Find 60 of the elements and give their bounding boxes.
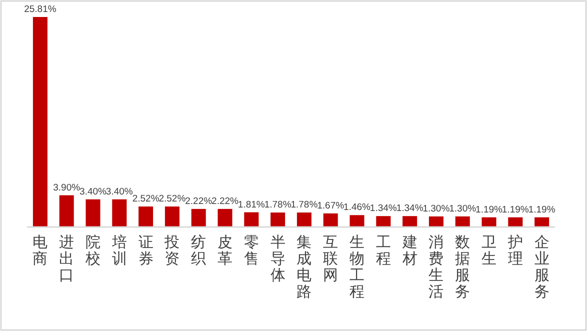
bar (218, 208, 232, 227)
x-tick-label: 皮革 (218, 233, 232, 268)
bar (350, 215, 364, 227)
bar (32, 17, 48, 227)
bar (59, 195, 74, 227)
data-label: 1.81% (238, 199, 266, 210)
bar (138, 206, 154, 227)
data-label: 3.90% (53, 182, 81, 194)
bar (402, 216, 418, 227)
data-label: 1.30% (449, 203, 477, 214)
data-label: 3.40% (106, 186, 134, 198)
data-label: 1.19% (476, 204, 504, 216)
x-tick-label: 企业服务 (534, 233, 550, 300)
data-label: 1.19% (502, 204, 530, 216)
x-tick-label: 消费生活 (428, 233, 444, 300)
data-label: 1.78% (264, 200, 292, 211)
data-label: 1.78% (290, 200, 318, 211)
x-tick-label: 纺织 (191, 233, 206, 268)
bar (244, 212, 259, 227)
x-tick-label: 电商 (32, 233, 48, 268)
x-tick-label: 证券 (138, 233, 154, 268)
data-label: 2.22% (212, 196, 240, 207)
data-label: 1.30% (422, 203, 450, 214)
data-label: 2.52% (132, 193, 160, 204)
x-tick-label: 半导体 (270, 233, 286, 284)
bar (270, 212, 286, 227)
data-label: 2.52% (158, 193, 186, 204)
x-tick-label: 投资 (164, 233, 180, 268)
x-tick-label: 进出口 (59, 233, 74, 284)
x-tick-label: 工程 (376, 233, 391, 268)
data-label: 1.19% (528, 204, 556, 216)
x-tick-label: 卫生 (482, 233, 496, 268)
x-tick-label: 护理 (506, 233, 523, 268)
bar (428, 216, 444, 227)
bar (86, 199, 100, 227)
data-label: 1.46% (344, 202, 372, 214)
x-tick-label: 零售 (244, 233, 259, 268)
bar (296, 212, 312, 227)
data-label: 25.81% (24, 4, 57, 15)
x-tick-label: 数据服务 (455, 233, 470, 300)
x-tick-label: 集成电路 (296, 233, 312, 300)
data-label: 1.34% (396, 203, 424, 214)
x-tick-label: 建材 (401, 233, 418, 268)
bar (376, 216, 391, 227)
bar (455, 216, 470, 227)
data-label: 1.34% (370, 203, 398, 214)
data-label: 1.67% (317, 200, 345, 212)
x-tick-label: 培训 (110, 233, 127, 268)
bar (112, 199, 127, 227)
bar (323, 213, 338, 227)
x-tick-label: 互联网 (323, 233, 338, 284)
data-label: 2.22% (185, 196, 213, 207)
bar (164, 206, 180, 227)
bar (508, 217, 523, 227)
bar (482, 217, 496, 227)
x-tick-label: 生物工程 (350, 233, 364, 300)
x-tick-label: 院校 (84, 233, 100, 268)
bar (191, 208, 206, 227)
bar (534, 217, 550, 227)
data-label: 3.40% (80, 186, 108, 198)
